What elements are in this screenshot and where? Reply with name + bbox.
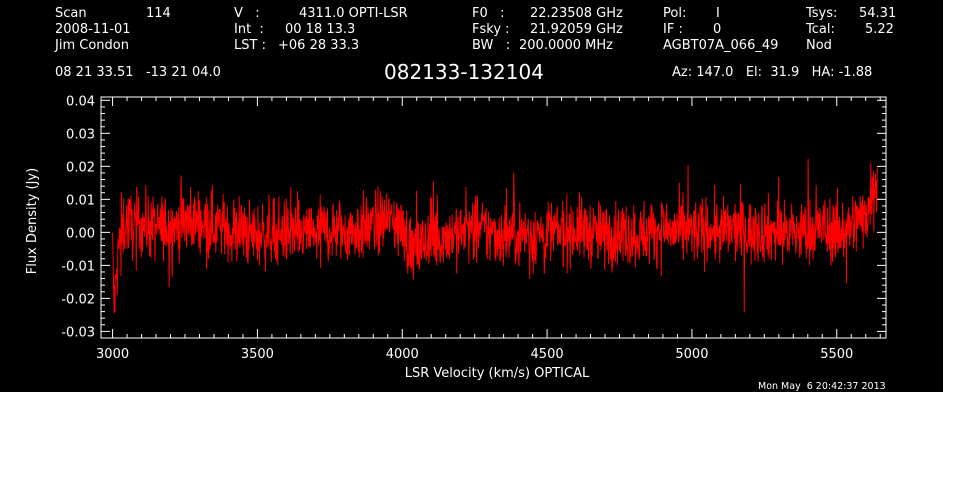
observer-name: Jim Condon: [55, 38, 129, 53]
polarization-label: Pol:: [663, 6, 687, 21]
spectrum-trace: [112, 158, 878, 314]
x-tick-label: 5500: [820, 347, 853, 362]
observation-date: 2008-11-01: [55, 22, 131, 37]
if-value: 0: [713, 22, 722, 37]
x-tick-label: 5000: [675, 347, 708, 362]
x-tick-label: 3000: [96, 347, 129, 362]
sky-frequency-label: Fsky :: [472, 22, 510, 37]
scan-number: 114: [146, 6, 171, 21]
lst-label: LST :: [234, 38, 266, 53]
source-coordinates: 08 21 33.51 -13 21 04.0: [55, 65, 221, 80]
bandwidth-label: BW :: [472, 38, 511, 53]
x-tick-label: 4500: [531, 347, 564, 362]
lst-value: +06 28 33.3: [278, 38, 360, 53]
velocity-value: 4311.0 OPTI-LSR: [299, 6, 408, 21]
source-name: 082133-132104: [384, 60, 544, 84]
y-tick-label: -0.02: [61, 292, 95, 307]
sky-frequency-value: 21.92059 GHz: [530, 22, 623, 37]
tcal-value: 5.22: [865, 22, 894, 37]
rest-frequency-label: F0 :: [472, 6, 505, 21]
render-timestamp: Mon May 6 20:42:37 2013: [758, 381, 886, 392]
y-tick-label: 0.02: [66, 160, 95, 175]
velocity-label: V :: [234, 6, 260, 21]
axis-ticks: 3000 3500 4000 4500 5000 5500 -0.03 -0.02 -0.01 0…: [61, 94, 886, 362]
az-el-ha-readout: Az: 147.0 El: 31.9 HA: -1.88: [672, 65, 873, 80]
y-tick-label: 0.03: [66, 127, 95, 142]
y-tick-label: -0.01: [61, 259, 95, 274]
spectrum-line: [112, 158, 878, 314]
x-tick-label: 3500: [241, 347, 274, 362]
y-axis-label: Flux Density (Jy): [25, 168, 40, 274]
integration-value: 00 18 13.3: [285, 22, 356, 37]
if-label: IF :: [663, 22, 683, 37]
y-tick-label: 0.04: [66, 94, 95, 109]
polarization-value: I: [716, 6, 720, 21]
x-axis-label: LSR Velocity (km/s) OPTICAL: [405, 366, 590, 381]
bandwidth-value: 200.0000 MHz: [519, 38, 613, 53]
y-tick-label: 0.00: [66, 226, 95, 241]
y-tick-label: 0.01: [66, 193, 95, 208]
flux-spectrum-chart: 3000 3500 4000 4500 5000 5500 -0.03 -0.02 -0.01 0…: [25, 94, 887, 381]
y-tick-label: -0.03: [61, 325, 95, 340]
tsys-label: Tsys:: [806, 6, 838, 21]
rest-frequency-value: 22.23508 GHz: [530, 6, 623, 21]
scan-label: Scan: [55, 6, 87, 21]
plot-frame-box: [100, 96, 887, 339]
tcal-label: Tcal:: [806, 22, 835, 37]
integration-label: Int :: [234, 22, 264, 37]
plot-frame: [100, 96, 887, 339]
x-tick-label: 4000: [386, 347, 419, 362]
project-id: AGBT07A_066_49: [663, 38, 779, 53]
tsys-value: 54.31: [859, 6, 897, 21]
switching-mode: Nod: [806, 38, 832, 53]
spectrum-plot-panel: Scan 114 2008-11-01 Jim Condon V : 4311.…: [0, 0, 943, 392]
